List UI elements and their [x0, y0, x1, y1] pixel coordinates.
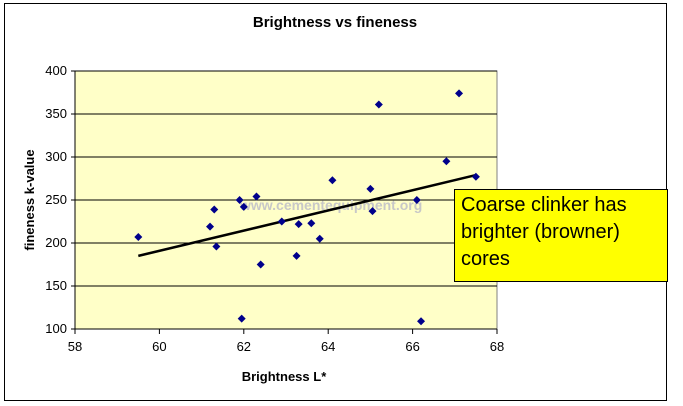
data-point [455, 89, 464, 98]
data-point [442, 157, 451, 166]
data-point [315, 234, 324, 243]
data-point [412, 196, 421, 204]
y-tick-label: 300 [45, 149, 67, 164]
trendline [138, 173, 477, 258]
x-tick-label: 68 [490, 339, 504, 354]
data-point [471, 172, 480, 181]
data-point [294, 220, 303, 229]
data-point [252, 192, 261, 201]
data-point [256, 260, 265, 269]
y-tick-label: 250 [45, 192, 67, 207]
y-axis-label: fineness k-value [22, 149, 37, 250]
x-tick-label: 62 [237, 339, 251, 354]
x-tick-label: 58 [68, 339, 82, 354]
data-point [374, 100, 383, 109]
annotation-callout: Coarse clinker has brighter (browner) co… [454, 189, 668, 282]
y-tick-label: 350 [45, 106, 67, 121]
y-tick-label: 200 [45, 235, 67, 250]
y-axis-ticks: 100 150 200 250 300 350 400 [45, 63, 75, 336]
data-points [134, 89, 480, 326]
data-point [368, 207, 377, 216]
watermark: www.cementequipment.org [239, 197, 422, 213]
x-tick-label: 66 [405, 339, 419, 354]
data-point [237, 314, 246, 323]
x-axis-label: Brightness L* [242, 369, 327, 384]
data-point [307, 219, 316, 228]
x-tick-label: 64 [321, 339, 335, 354]
data-point [134, 232, 143, 241]
chart-title: Brightness vs fineness [253, 14, 417, 31]
data-point [292, 251, 301, 260]
y-tick-label: 400 [45, 63, 67, 78]
data-point [239, 202, 248, 211]
data-point [328, 176, 337, 185]
data-point [417, 317, 426, 326]
data-point [277, 217, 286, 226]
data-point [206, 222, 215, 231]
data-point [366, 184, 375, 193]
x-axis-ticks: 58 60 62 64 66 68 [68, 71, 504, 354]
data-point [210, 205, 219, 214]
data-point [235, 196, 244, 204]
y-tick-label: 100 [45, 321, 67, 336]
x-tick-label: 60 [152, 339, 166, 354]
data-point [212, 242, 221, 251]
y-tick-label: 150 [45, 278, 67, 293]
